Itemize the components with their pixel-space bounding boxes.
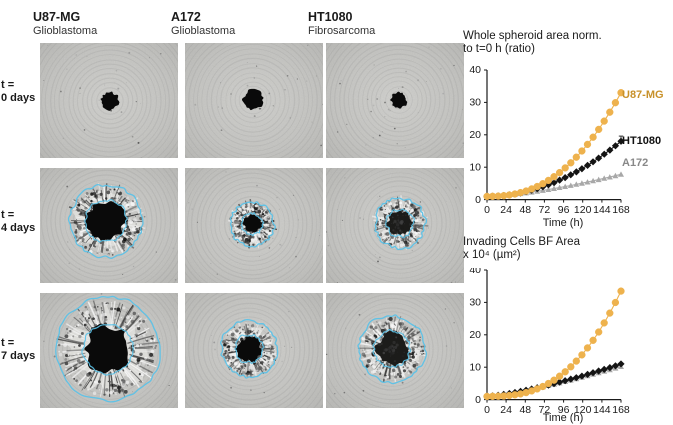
svg-text:20: 20: [469, 329, 481, 341]
svg-text:10: 10: [469, 361, 481, 373]
svg-text:0: 0: [475, 394, 481, 406]
svg-text:72: 72: [539, 204, 551, 216]
svg-text:144: 144: [593, 204, 611, 216]
svg-text:168: 168: [612, 204, 630, 216]
svg-text:30: 30: [469, 97, 481, 109]
svg-text:24: 24: [500, 204, 512, 216]
svg-text:0: 0: [484, 204, 490, 216]
svg-text:48: 48: [519, 204, 531, 216]
svg-text:96: 96: [558, 204, 570, 216]
svg-text:20: 20: [469, 129, 481, 141]
svg-text:10: 10: [469, 161, 481, 173]
svg-text:30: 30: [469, 297, 481, 309]
svg-text:40: 40: [469, 268, 481, 276]
svg-text:120: 120: [574, 204, 592, 216]
svg-text:0: 0: [475, 194, 481, 206]
svg-text:40: 40: [469, 64, 481, 76]
